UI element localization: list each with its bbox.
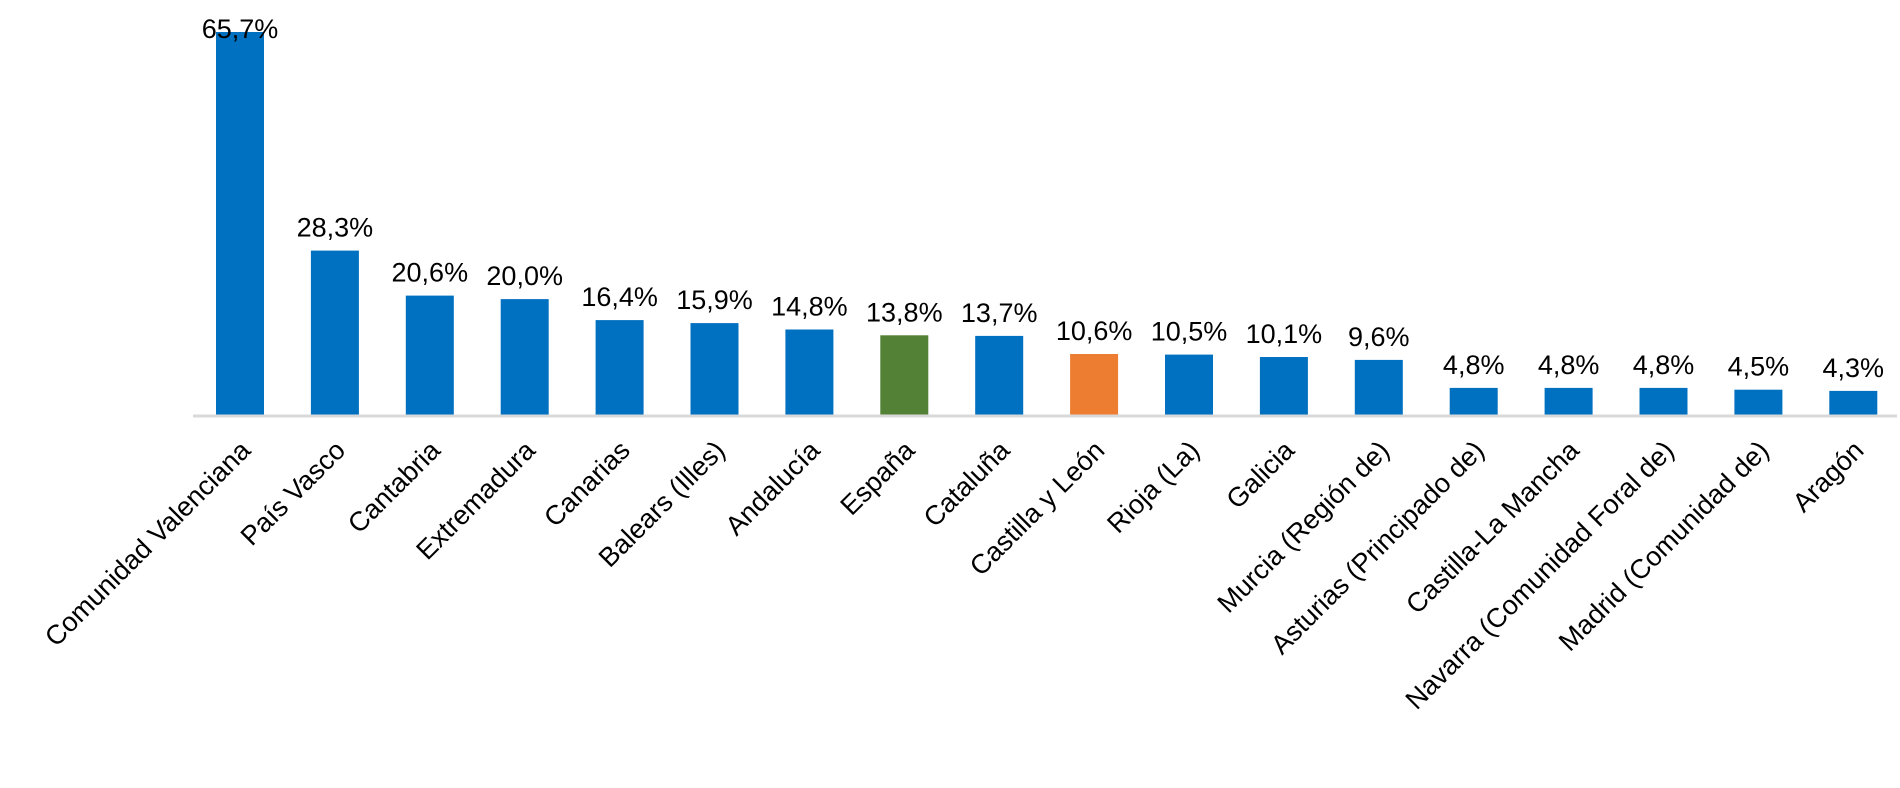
bar <box>310 250 359 416</box>
bar <box>785 329 834 416</box>
bar-value-label: 4,3% <box>1823 353 1885 383</box>
category-label: Comunidad Valenciana <box>39 434 257 652</box>
bar-value-label: 65,7% <box>202 14 279 44</box>
bar <box>405 295 454 416</box>
bar <box>216 32 264 416</box>
bar-value-label: 10,5% <box>1151 317 1228 347</box>
bar-value-label: 4,8% <box>1443 350 1505 380</box>
bars-layer <box>216 32 1878 416</box>
bar-value-label: 10,1% <box>1246 319 1323 349</box>
bar <box>690 323 739 416</box>
bar <box>595 320 644 416</box>
bar-value-label: 4,8% <box>1633 350 1695 380</box>
bar-value-label: 20,6% <box>392 258 469 288</box>
bar-value-label: 16,4% <box>581 282 658 312</box>
bar-value-label: 10,6% <box>1056 316 1133 346</box>
bar <box>1259 357 1308 416</box>
bar <box>1070 354 1119 416</box>
category-label: Canarias <box>538 435 636 533</box>
category-label: Castilla-La Mancha <box>1400 434 1585 619</box>
bar <box>1544 387 1593 416</box>
bar-value-label: 4,8% <box>1538 350 1600 380</box>
bar-value-label: 15,9% <box>676 285 753 315</box>
bar <box>880 335 929 416</box>
bar-value-label: 20,0% <box>486 261 563 291</box>
bar-value-label: 14,8% <box>771 292 848 322</box>
category-label: España <box>835 434 922 521</box>
bar <box>500 299 549 416</box>
bar <box>1354 359 1403 416</box>
bar <box>1165 354 1213 416</box>
bar <box>975 335 1024 416</box>
value-labels-layer: 65,7% 28,3% 20,6% 20,0% 16,4% 15,9% 14,8% 13,8%… <box>202 14 1884 383</box>
category-label: Murcia (Región de) <box>1211 435 1395 619</box>
bar <box>1639 387 1688 416</box>
bar-value-label: 4,5% <box>1728 352 1790 382</box>
bar-value-label: 9,6% <box>1348 322 1410 352</box>
bar-value-label: 13,8% <box>866 297 943 327</box>
bar <box>1829 390 1878 416</box>
category-label: Cataluña <box>918 434 1016 532</box>
bar-value-label: 13,7% <box>961 298 1038 328</box>
category-label: Aragón <box>1787 435 1870 518</box>
category-label: Galicia <box>1221 434 1301 514</box>
category-label: Andalucía <box>720 434 827 541</box>
bar <box>1449 387 1498 416</box>
bar <box>1734 389 1783 416</box>
category-label: Rioja (La) <box>1101 435 1205 539</box>
bar-value-label: 28,3% <box>297 213 374 243</box>
